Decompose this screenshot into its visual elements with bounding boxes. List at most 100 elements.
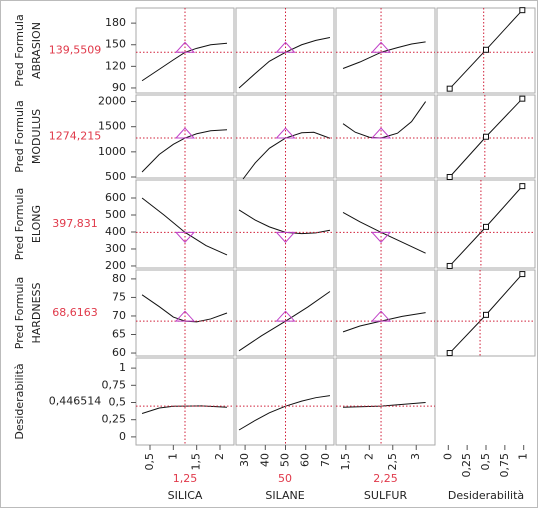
desirability-handle bbox=[446, 85, 453, 92]
y-tick-label: 500 bbox=[105, 208, 126, 221]
panel bbox=[335, 357, 436, 446]
current-marker bbox=[275, 127, 296, 139]
y-tick-label: 1 bbox=[119, 361, 126, 374]
panel bbox=[235, 269, 335, 357]
current-marker bbox=[370, 310, 392, 322]
response-name: ABRASION bbox=[30, 22, 43, 79]
current-marker bbox=[174, 127, 196, 139]
x-tick-label: 70 bbox=[319, 453, 332, 467]
x-tick-label: 2 bbox=[362, 453, 375, 460]
x-tick-label: 2,5 bbox=[386, 453, 399, 471]
profile-curve bbox=[342, 41, 426, 69]
response-name: Pred Formula bbox=[13, 100, 26, 172]
current-marker bbox=[174, 231, 196, 243]
panel bbox=[335, 179, 436, 269]
response-name: Pred Formula bbox=[13, 277, 26, 349]
x-tick-label: 30 bbox=[238, 453, 251, 467]
current-value: 68,6163 bbox=[52, 306, 98, 319]
x-tick-label: 0 bbox=[441, 453, 454, 460]
y-tick-label: 1500 bbox=[98, 120, 126, 133]
factor-name: Desiderabilità bbox=[448, 489, 524, 502]
current-value: 397,831 bbox=[52, 217, 98, 230]
y-tick-label: 180 bbox=[105, 16, 126, 29]
y-tick-label: 90 bbox=[112, 81, 126, 94]
x-tick-label: 0,5 bbox=[479, 453, 492, 471]
current-marker bbox=[370, 231, 392, 243]
desirability-handle bbox=[483, 46, 489, 53]
x-tick-label: 1 bbox=[517, 453, 530, 460]
response-name: Desiderabilità bbox=[13, 363, 26, 439]
y-tick-label: 600 bbox=[105, 191, 126, 204]
y-tick-label: 0 bbox=[119, 430, 126, 443]
profile-curve bbox=[343, 401, 426, 408]
x-tick-label: 0,75 bbox=[498, 453, 511, 478]
x-tick-label: 1 bbox=[166, 453, 179, 460]
current-marker bbox=[275, 310, 296, 322]
y-tick-label: 70 bbox=[112, 309, 126, 322]
x-tick-label: 2 bbox=[213, 453, 226, 460]
y-tick-label: 0,5 bbox=[109, 395, 127, 408]
response-name: Pred Formula bbox=[13, 14, 26, 86]
panel bbox=[436, 269, 536, 357]
panel bbox=[235, 179, 335, 269]
factor-current: 1,25 bbox=[173, 472, 198, 485]
response-name: MODULUS bbox=[30, 109, 43, 164]
y-tick-label: 0,25 bbox=[102, 413, 127, 426]
factor-name: SILICA bbox=[168, 489, 203, 502]
panel bbox=[235, 357, 335, 446]
y-tick-label: 300 bbox=[105, 242, 126, 255]
current-marker bbox=[174, 310, 196, 322]
x-tick-label: 50 bbox=[279, 453, 292, 467]
panel bbox=[436, 7, 536, 94]
y-tick-label: 2000 bbox=[98, 95, 126, 108]
current-marker bbox=[275, 41, 296, 53]
panel bbox=[335, 269, 436, 357]
panel bbox=[235, 94, 335, 179]
y-tick-label: 80 bbox=[112, 272, 126, 285]
y-tick-label: 150 bbox=[105, 38, 126, 51]
desirability-handle bbox=[446, 262, 453, 269]
panel bbox=[335, 7, 436, 94]
desirability-handle bbox=[483, 133, 489, 140]
y-tick-label: 1000 bbox=[98, 145, 126, 158]
factor-current: 2,25 bbox=[373, 472, 398, 485]
panel bbox=[335, 94, 436, 179]
response-name: ELONG bbox=[30, 205, 43, 243]
factor-current: 50 bbox=[278, 472, 292, 485]
x-tick-label: 40 bbox=[258, 453, 271, 467]
x-tick-label: 1,5 bbox=[190, 453, 203, 471]
desirability-handle bbox=[446, 350, 453, 357]
current-marker bbox=[370, 41, 392, 53]
current-value: 0,446514 bbox=[49, 395, 102, 408]
desirability-handle bbox=[519, 271, 526, 278]
panel bbox=[235, 7, 335, 94]
desirability-handle bbox=[483, 311, 489, 318]
y-tick-label: 60 bbox=[112, 346, 126, 359]
desirability-handle bbox=[446, 173, 453, 180]
desirability-handle bbox=[519, 7, 526, 14]
desirability-handle bbox=[483, 223, 489, 230]
current-value: 139,5509 bbox=[49, 44, 102, 57]
panel bbox=[436, 179, 536, 269]
y-tick-label: 75 bbox=[112, 290, 126, 303]
y-tick-label: 65 bbox=[112, 328, 126, 341]
desirability-handle bbox=[519, 95, 526, 102]
x-tick-label: 3 bbox=[409, 453, 422, 460]
current-value: 1274,215 bbox=[49, 130, 102, 143]
x-tick-label: 60 bbox=[299, 453, 312, 467]
current-marker bbox=[174, 41, 196, 53]
y-tick-label: 400 bbox=[105, 225, 126, 238]
panel bbox=[436, 94, 536, 179]
x-tick-label: 0,25 bbox=[460, 453, 473, 478]
factor-name: SILANE bbox=[265, 489, 304, 502]
current-marker bbox=[370, 127, 392, 139]
current-marker bbox=[275, 231, 296, 243]
y-tick-label: 120 bbox=[105, 59, 126, 72]
x-tick-label: 1,5 bbox=[339, 453, 352, 471]
factor-name: SULFUR bbox=[364, 489, 408, 502]
y-tick-label: 500 bbox=[105, 170, 126, 183]
response-name: HARDNESS bbox=[30, 282, 43, 343]
y-tick-label: 0,75 bbox=[102, 378, 127, 391]
